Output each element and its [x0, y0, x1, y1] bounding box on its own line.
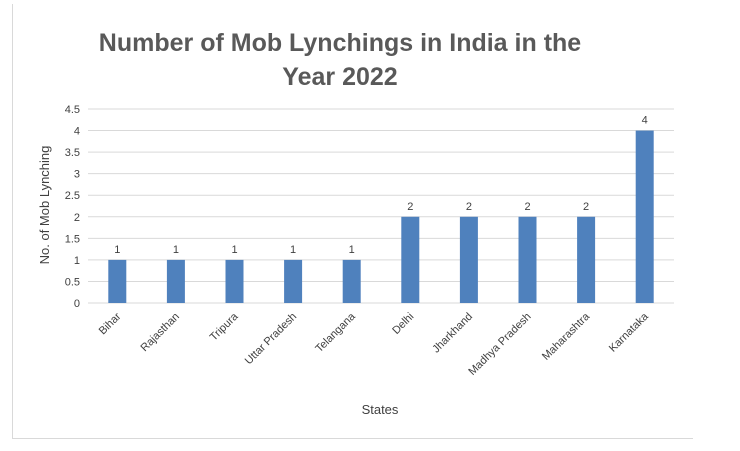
- data-label: 4: [642, 115, 648, 127]
- y-tick-label: 2.5: [65, 190, 80, 202]
- x-tick-label: Madhya Pradesh: [466, 311, 533, 378]
- bar: [518, 216, 537, 303]
- data-label: 2: [524, 201, 530, 213]
- bar: [284, 259, 303, 303]
- y-tick-label: 2: [74, 212, 80, 224]
- x-tick-label: Bihar: [97, 310, 124, 337]
- bar: [225, 259, 244, 303]
- x-tick-label: Delhi: [390, 311, 416, 337]
- y-tick-label: 4.5: [65, 104, 80, 116]
- x-tick-label: Telangana: [313, 310, 358, 355]
- x-tick-label: Jharkhand: [430, 311, 475, 356]
- y-tick-label: 0: [74, 298, 80, 310]
- x-tick-labels: Bihar Rajasthan Tripura Uttar Pradesh Telang…: [97, 310, 652, 378]
- bar: [577, 216, 596, 303]
- data-label: 1: [231, 244, 237, 256]
- x-tick-label: Uttar Pradesh: [243, 311, 299, 367]
- data-label: 1: [114, 244, 120, 256]
- data-label: 1: [173, 244, 179, 256]
- x-tick-label: Rajasthan: [139, 311, 183, 355]
- x-tick-label: Tripura: [208, 310, 241, 343]
- bar: [401, 216, 420, 303]
- bar: [635, 130, 654, 303]
- x-axis-title: States: [362, 402, 399, 417]
- y-tick-label: 4: [74, 126, 80, 138]
- chart-title: Number of Mob Lynchings in India in the …: [98, 29, 582, 91]
- data-label: 2: [407, 201, 413, 213]
- x-tick-label: Karnataka: [607, 310, 652, 355]
- y-tick-label: 3: [74, 169, 80, 181]
- bar: [342, 259, 361, 303]
- y-tick-label: 1: [74, 255, 80, 267]
- y-tick-label: 0.5: [65, 276, 80, 288]
- data-label: 1: [290, 244, 296, 256]
- bar: [166, 259, 185, 303]
- gridlines: [88, 108, 674, 304]
- y-tick-labels: 0 0.5 1 1.5 2 2.5 3 3.5 4 4.5: [65, 104, 80, 310]
- data-label: 2: [466, 201, 472, 213]
- bar: [108, 259, 127, 303]
- data-labels: 1 1 1 1 1 2 2 2 2 4: [114, 115, 648, 256]
- x-tick-label: Maharashtra: [540, 310, 593, 363]
- data-label: 1: [349, 244, 355, 256]
- bars: [108, 130, 654, 303]
- data-label: 2: [583, 201, 589, 213]
- y-axis-title: No. of Mob Lynching: [37, 146, 52, 265]
- y-tick-label: 1.5: [65, 233, 80, 245]
- y-tick-label: 3.5: [65, 147, 80, 159]
- bar: [459, 216, 478, 303]
